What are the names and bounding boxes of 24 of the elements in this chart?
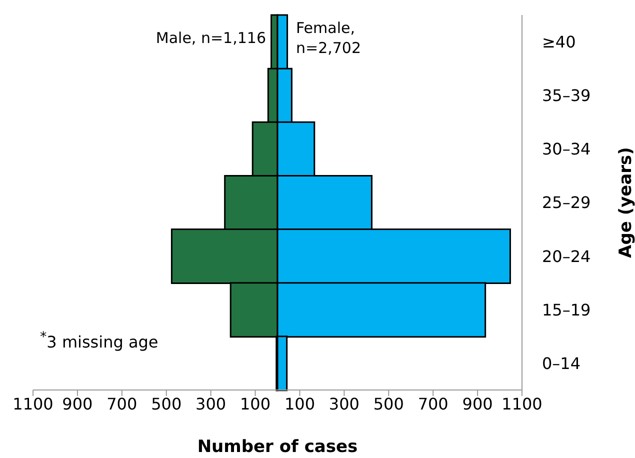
y-tick-label: ≥40 — [542, 32, 576, 52]
x-tick-label: 700 — [418, 394, 448, 414]
x-tick-label: 100 — [284, 394, 315, 414]
y-tick-label: 20–24 — [542, 246, 591, 266]
annotation: $^{*}$3 missing age — [40, 330, 158, 352]
x-tick-label: 500 — [373, 394, 404, 414]
x-tick-label: 100 — [240, 394, 271, 414]
y-axis-title: Age (years) — [616, 147, 635, 258]
y-tick-label: 0–14 — [542, 354, 581, 373]
y-tick-label: 30–34 — [542, 140, 591, 159]
x-tick-label: 700 — [106, 394, 138, 414]
x-tick-label: 1100 — [12, 394, 54, 414]
x-axis-title: Number of cases — [197, 437, 358, 457]
x-tick-label: 500 — [151, 394, 182, 414]
series-label: Male, n=1,116 — [154, 28, 266, 48]
y-tick-label: 25–29 — [542, 193, 591, 212]
x-tick-label: 300 — [196, 394, 226, 414]
series-label: Female, n=2,702 — [296, 18, 362, 58]
y-tick-label: 15–19 — [542, 300, 591, 320]
x-tick-label: 300 — [328, 394, 360, 414]
y-tick-label: 35–39 — [542, 86, 591, 106]
x-tick-label: 900 — [462, 394, 493, 414]
x-tick-label: 1100 — [502, 394, 542, 414]
x-tick-label: 900 — [62, 394, 93, 414]
